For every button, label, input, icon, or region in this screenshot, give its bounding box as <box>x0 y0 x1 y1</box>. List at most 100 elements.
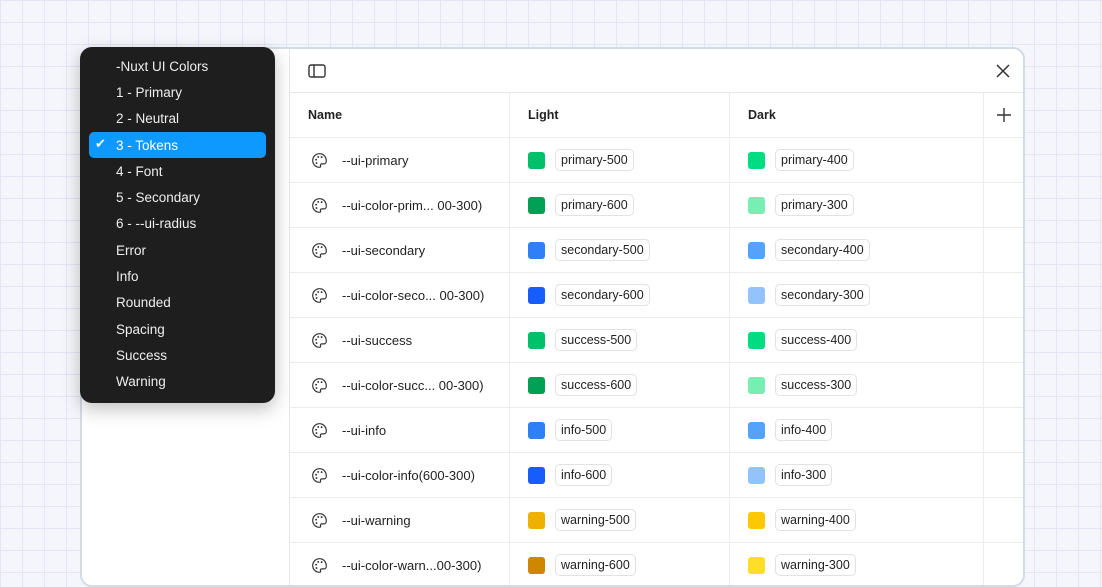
dark-value-cell[interactable]: warning-400 <box>730 498 984 542</box>
light-value-cell[interactable]: warning-500 <box>510 498 730 542</box>
name-cell[interactable]: --ui-primary <box>290 138 510 182</box>
dark-value-cell[interactable]: info-300 <box>730 453 984 497</box>
variable-row[interactable]: --ui-warning warning-500 warning-400 <box>290 498 1023 543</box>
menu-item-label: 2 - Neutral <box>116 111 180 127</box>
name-cell[interactable]: --ui-info <box>290 408 510 452</box>
menu-item[interactable]: Info <box>89 263 266 289</box>
light-value-cell[interactable]: secondary-500 <box>510 228 730 272</box>
color-swatch <box>748 241 765 259</box>
color-swatch <box>748 151 765 169</box>
light-value-cell[interactable]: primary-500 <box>510 138 730 182</box>
color-swatch <box>528 376 545 394</box>
column-header-name: Name <box>290 93 510 137</box>
light-value-cell[interactable]: primary-600 <box>510 183 730 227</box>
color-swatch <box>528 286 545 304</box>
variable-name: --ui-warning <box>342 512 411 528</box>
color-swatch <box>748 331 765 349</box>
variable-name: --ui-success <box>342 332 413 348</box>
alias-tag: info-300 <box>775 464 833 486</box>
table-header: Name Light Dark <box>290 93 1023 138</box>
name-cell[interactable]: --ui-color-seco... 00-300) <box>290 273 510 317</box>
add-mode-button[interactable] <box>984 93 1023 137</box>
menu-item[interactable]: 2 - Neutral <box>89 106 266 132</box>
palette-icon <box>312 467 327 483</box>
empty-cell <box>984 453 1023 497</box>
variable-name: --ui-secondary <box>342 242 426 258</box>
dark-value-cell[interactable]: secondary-300 <box>730 273 984 317</box>
checkmark-icon: ✔ <box>95 135 106 151</box>
variable-row[interactable]: --ui-color-prim... 00-300) primary-600 p… <box>290 183 1023 228</box>
menu-item[interactable]: 1 - Primary <box>89 79 266 105</box>
empty-cell <box>984 408 1023 452</box>
name-cell[interactable]: --ui-warning <box>290 498 510 542</box>
palette-icon <box>312 242 327 258</box>
light-value-cell[interactable]: secondary-600 <box>510 273 730 317</box>
menu-item[interactable]: Success <box>89 342 266 368</box>
alias-tag: warning-600 <box>555 554 636 576</box>
variable-name: --ui-color-info(600-300) <box>342 467 475 483</box>
variable-row[interactable]: --ui-color-succ... 00-300) success-600 s… <box>290 363 1023 408</box>
variable-row[interactable]: --ui-success success-500 success-400 <box>290 318 1023 363</box>
name-cell[interactable]: --ui-color-info(600-300) <box>290 453 510 497</box>
dark-value-cell[interactable]: warning-300 <box>730 543 984 585</box>
menu-item[interactable]: 5 - Secondary <box>89 184 266 210</box>
light-value-cell[interactable]: success-500 <box>510 318 730 362</box>
palette-icon <box>312 197 327 213</box>
alias-tag: secondary-400 <box>775 239 870 261</box>
variable-row[interactable]: --ui-color-warn...00-300) warning-600 wa… <box>290 543 1023 585</box>
light-value-cell[interactable]: success-600 <box>510 363 730 407</box>
alias-tag: primary-300 <box>775 194 854 216</box>
variable-row[interactable]: --ui-secondary secondary-500 secondary-4… <box>290 228 1023 273</box>
menu-item[interactable]: Rounded <box>89 290 266 316</box>
variable-row[interactable]: --ui-primary primary-500 primary-400 <box>290 138 1023 183</box>
menu-item[interactable]: Spacing <box>89 316 266 342</box>
light-value-cell[interactable]: warning-600 <box>510 543 730 585</box>
dark-value-cell[interactable]: primary-300 <box>730 183 984 227</box>
name-cell[interactable]: --ui-success <box>290 318 510 362</box>
alias-tag: success-500 <box>555 329 638 351</box>
name-cell[interactable]: --ui-secondary <box>290 228 510 272</box>
close-icon[interactable] <box>993 61 1013 81</box>
name-cell[interactable]: --ui-color-warn...00-300) <box>290 543 510 585</box>
menu-item[interactable]: ✔ 3 - Tokens <box>89 131 266 159</box>
color-swatch <box>748 556 765 574</box>
menu-item-label: Warning <box>116 374 166 390</box>
alias-tag: warning-400 <box>775 509 856 531</box>
color-swatch <box>528 421 545 439</box>
color-swatch <box>528 466 545 484</box>
menu-item[interactable]: 6 - --ui-radius <box>89 211 266 237</box>
color-swatch <box>528 511 545 529</box>
variable-row[interactable]: --ui-info info-500 info-400 <box>290 408 1023 453</box>
color-swatch <box>528 331 545 349</box>
empty-cell <box>984 228 1023 272</box>
palette-icon <box>312 512 327 528</box>
empty-cell <box>984 318 1023 362</box>
variable-row[interactable]: --ui-color-seco... 00-300) secondary-600… <box>290 273 1023 318</box>
sidebar-toggle-icon[interactable] <box>307 61 327 81</box>
alias-tag: success-400 <box>775 329 858 351</box>
dark-value-cell[interactable]: primary-400 <box>730 138 984 182</box>
menu-item-label: 1 - Primary <box>116 84 183 100</box>
empty-cell <box>984 543 1023 585</box>
name-cell[interactable]: --ui-color-prim... 00-300) <box>290 183 510 227</box>
dark-value-cell[interactable]: info-400 <box>730 408 984 452</box>
palette-icon <box>312 377 327 393</box>
color-swatch <box>748 196 765 214</box>
color-swatch <box>528 151 545 169</box>
menu-item[interactable]: Error <box>89 237 266 263</box>
dark-value-cell[interactable]: success-300 <box>730 363 984 407</box>
light-value-cell[interactable]: info-600 <box>510 453 730 497</box>
dark-value-cell[interactable]: success-400 <box>730 318 984 362</box>
light-value-cell[interactable]: info-500 <box>510 408 730 452</box>
empty-cell <box>984 498 1023 542</box>
alias-tag: primary-500 <box>555 149 634 171</box>
name-cell[interactable]: --ui-color-succ... 00-300) <box>290 363 510 407</box>
menu-item[interactable]: 4 - Font <box>89 158 266 184</box>
variable-row[interactable]: --ui-color-info(600-300) info-600 info-3… <box>290 453 1023 498</box>
menu-item[interactable]: Warning <box>89 369 266 395</box>
color-swatch <box>528 241 545 259</box>
menu-item[interactable]: -Nuxt UI Colors <box>89 53 266 79</box>
dark-value-cell[interactable]: secondary-400 <box>730 228 984 272</box>
collection-dropdown-menu: -Nuxt UI Colors 1 - Primary 2 - Neutral ✔ 3 … <box>80 47 275 403</box>
variable-name: --ui-color-succ... 00-300) <box>342 377 484 393</box>
